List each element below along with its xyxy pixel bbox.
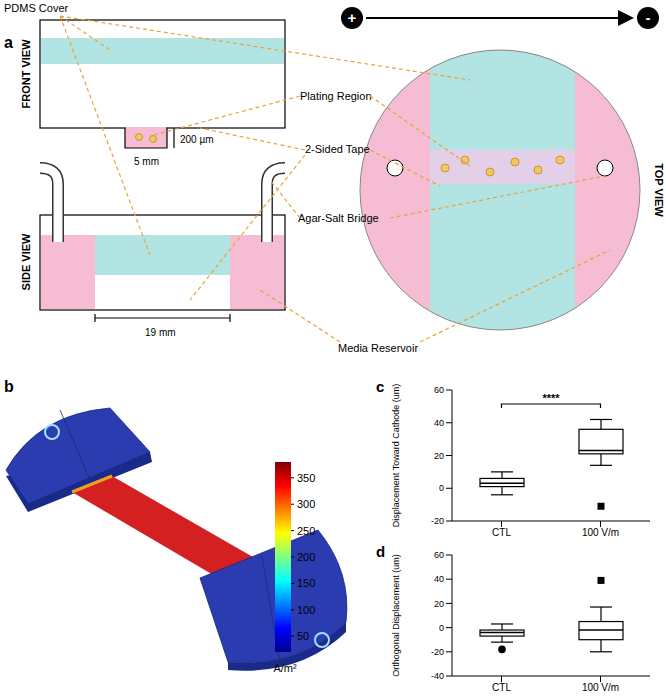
svg-text:-40: -40	[431, 671, 444, 681]
svg-text:350: 350	[297, 472, 315, 484]
svg-text:CTL: CTL	[492, 527, 511, 538]
svg-text:5 mm: 5 mm	[134, 156, 159, 167]
svg-text:20: 20	[434, 451, 444, 461]
html-text:c: c	[376, 378, 385, 395]
svg-text:40: 40	[434, 574, 444, 584]
svg-text:Displacement Toward Cathode (u: Displacement Toward Cathode (um)	[391, 384, 401, 527]
svg-text:19 mm: 19 mm	[145, 327, 176, 338]
svg-text:-20: -20	[431, 647, 444, 657]
svg-text:200 µm: 200 µm	[180, 134, 214, 145]
svg-text:60: 60	[434, 385, 444, 395]
svg-text:Orthogonal Displacement (um): Orthogonal Displacement (um)	[391, 554, 401, 677]
svg-text:40: 40	[434, 418, 444, 428]
svg-text:100 V/m: 100 V/m	[582, 682, 619, 693]
svg-text:A/m²: A/m²	[273, 662, 297, 674]
svg-text:-20: -20	[431, 516, 444, 526]
svg-text:a: a	[4, 34, 13, 51]
svg-text:****: ****	[542, 392, 560, 404]
svg-text:100 V/m: 100 V/m	[582, 527, 619, 538]
svg-text:300: 300	[297, 498, 315, 510]
svg-text:2-Sided Tape: 2-Sided Tape	[305, 143, 370, 155]
svg-text:200: 200	[297, 551, 315, 563]
svg-text:0: 0	[439, 483, 444, 493]
svg-text:0: 0	[439, 623, 444, 633]
svg-text:TOP VIEW: TOP VIEW	[653, 163, 665, 217]
svg-text:250: 250	[297, 525, 315, 537]
svg-text:100: 100	[297, 604, 315, 616]
svg-text:CTL: CTL	[492, 682, 511, 693]
svg-text:150: 150	[297, 577, 315, 589]
html-text:d: d	[376, 543, 386, 560]
svg-text:-: -	[646, 9, 651, 26]
svg-text:Media Reservoir: Media Reservoir	[338, 342, 418, 354]
svg-text:Plating Region: Plating Region	[300, 90, 372, 102]
svg-text:b: b	[4, 378, 14, 395]
svg-text:Agar-Salt Bridge: Agar-Salt Bridge	[298, 212, 379, 224]
svg-text:+: +	[348, 9, 357, 26]
svg-text:60: 60	[434, 550, 444, 560]
svg-text:50: 50	[297, 630, 309, 642]
svg-text:SIDE VIEW: SIDE VIEW	[20, 233, 32, 290]
svg-text:FRONT VIEW: FRONT VIEW	[20, 39, 32, 109]
svg-text:20: 20	[434, 599, 444, 609]
svg-text:PDMS Cover: PDMS Cover	[4, 2, 69, 14]
